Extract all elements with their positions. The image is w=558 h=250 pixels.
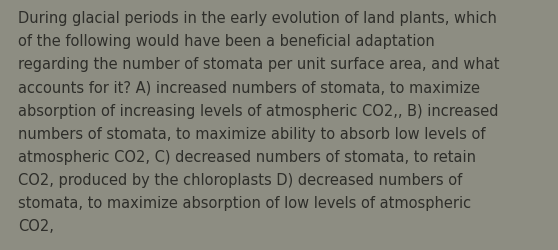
Text: CO2,: CO2, xyxy=(18,218,54,233)
Text: of the following would have been a beneficial adaptation: of the following would have been a benef… xyxy=(18,34,435,49)
Text: accounts for it? A) increased numbers of stomata, to maximize: accounts for it? A) increased numbers of… xyxy=(18,80,480,95)
Text: absorption of increasing levels of atmospheric CO2,, B) increased: absorption of increasing levels of atmos… xyxy=(18,103,498,118)
Text: CO2, produced by the chloroplasts D) decreased numbers of: CO2, produced by the chloroplasts D) dec… xyxy=(18,172,462,187)
Text: regarding the number of stomata per unit surface area, and what: regarding the number of stomata per unit… xyxy=(18,57,499,72)
Text: numbers of stomata, to maximize ability to absorb low levels of: numbers of stomata, to maximize ability … xyxy=(18,126,485,141)
Text: stomata, to maximize absorption of low levels of atmospheric: stomata, to maximize absorption of low l… xyxy=(18,195,471,210)
Text: atmospheric CO2, C) decreased numbers of stomata, to retain: atmospheric CO2, C) decreased numbers of… xyxy=(18,149,476,164)
Text: During glacial periods in the early evolution of land plants, which: During glacial periods in the early evol… xyxy=(18,11,497,26)
